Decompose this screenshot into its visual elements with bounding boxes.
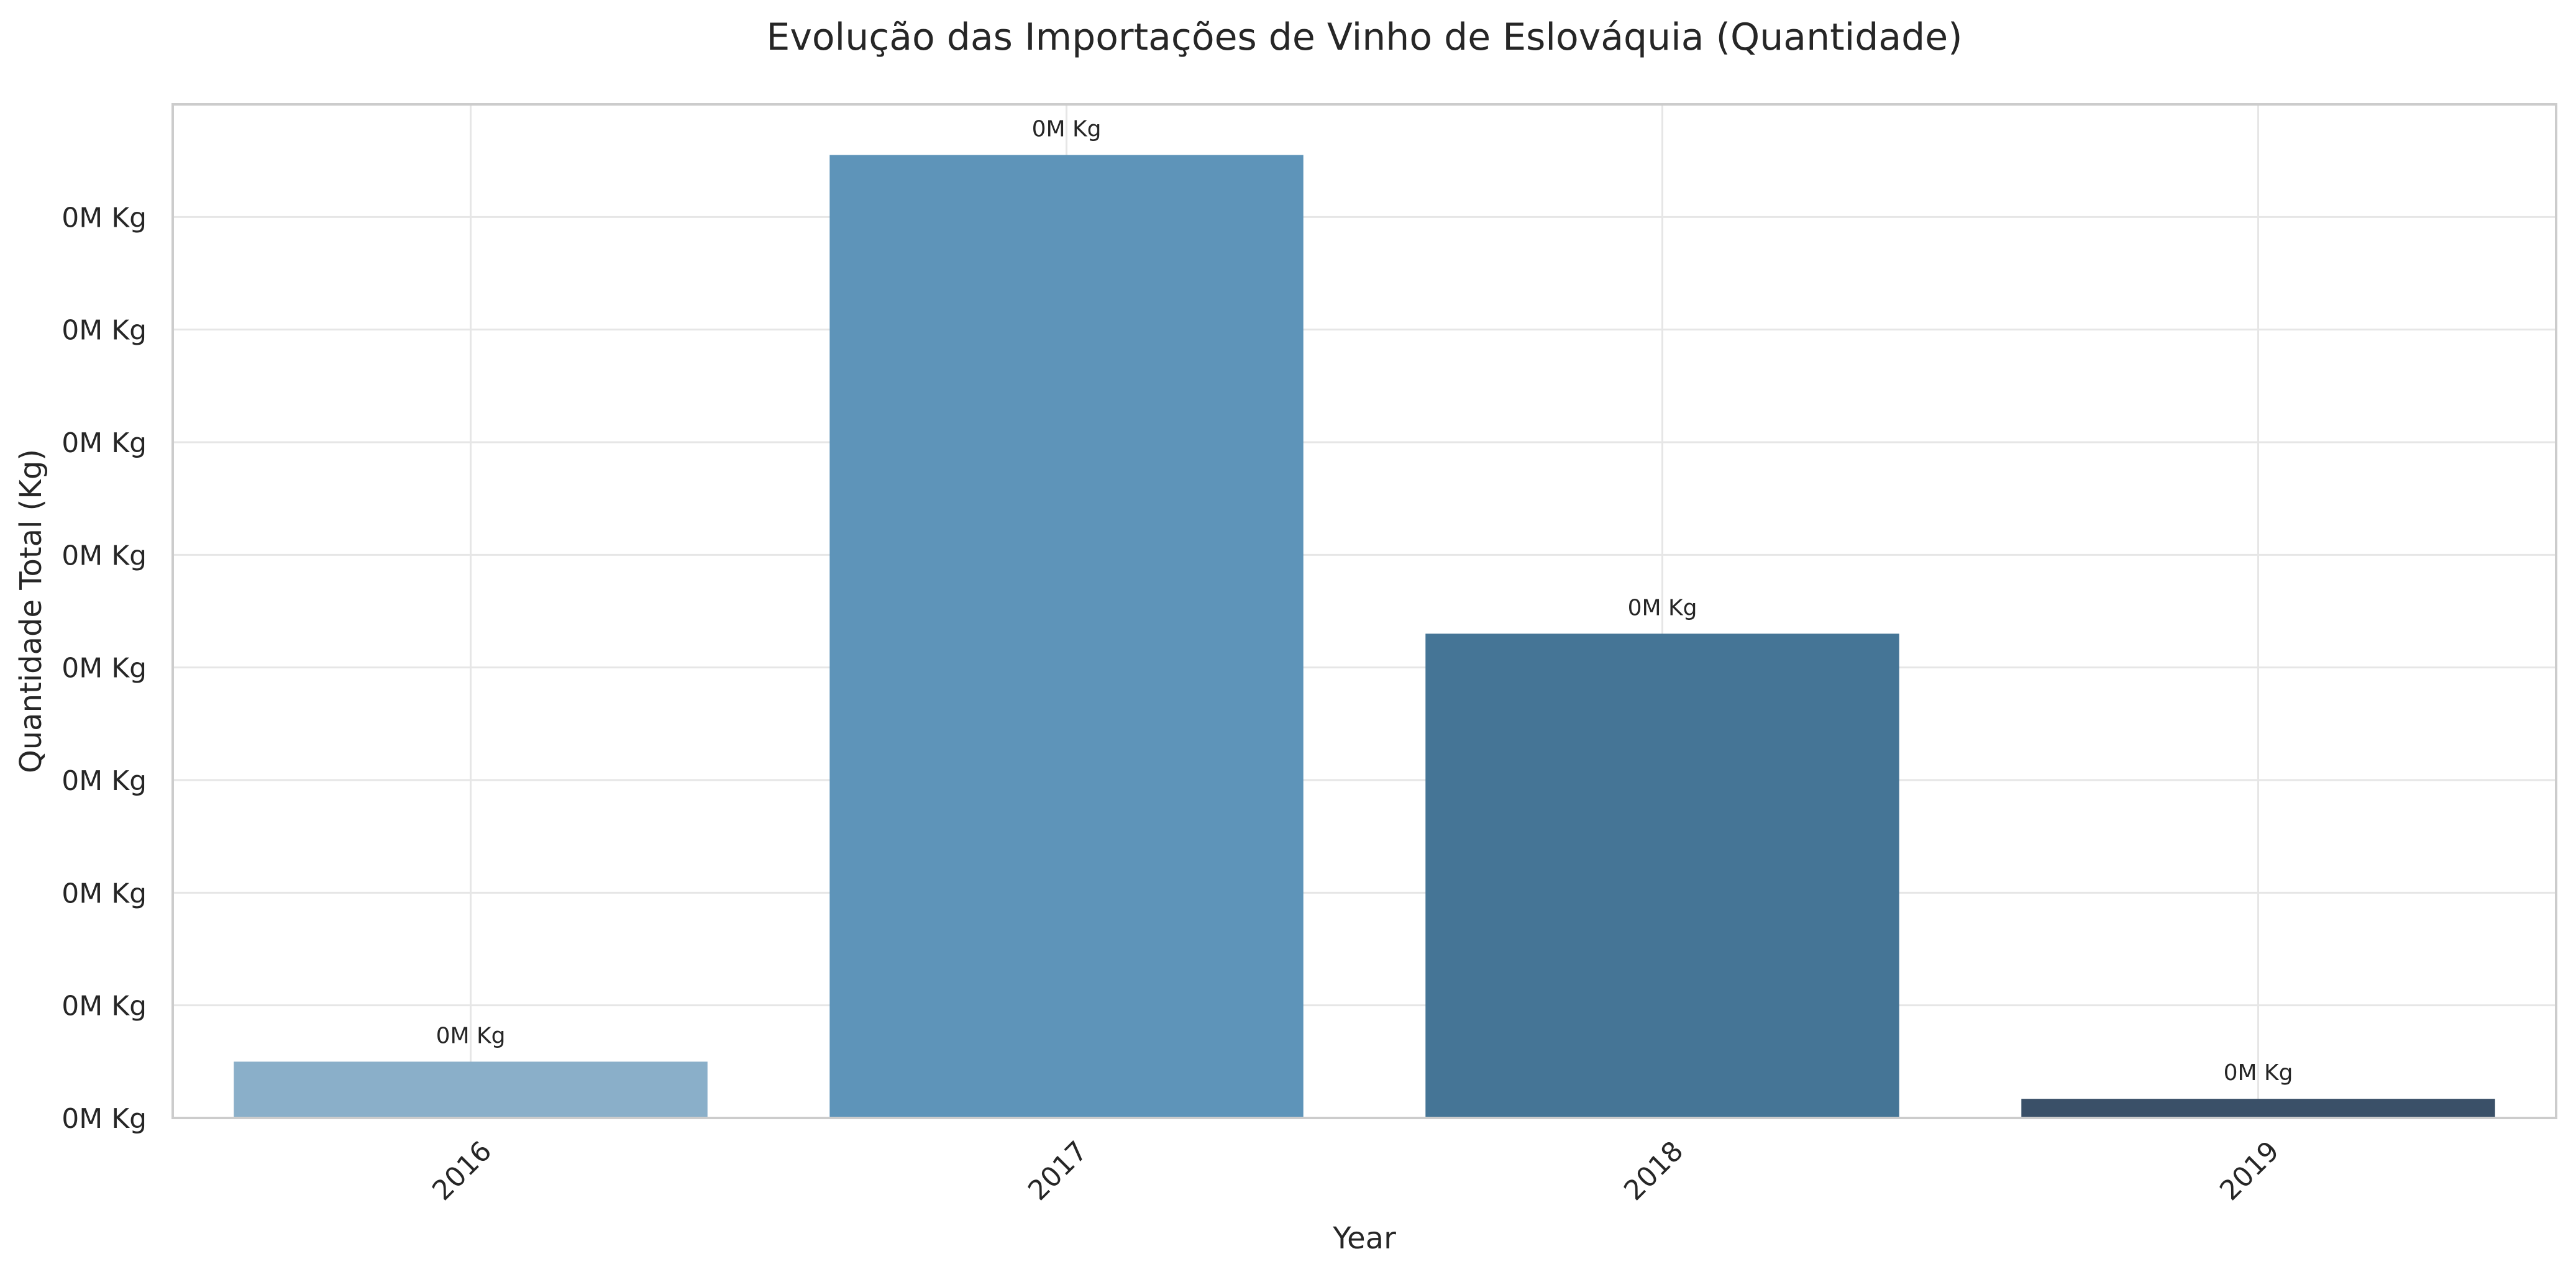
y-tick-label: 0M Kg	[62, 765, 147, 797]
x-axis-ticks: 2016 2017 2018 2019	[426, 1135, 2285, 1207]
x-tick-label-2016: 2016	[426, 1135, 498, 1207]
chart-title: Evolução das Importações de Vinho de Esl…	[766, 16, 1962, 59]
bars	[234, 155, 2495, 1119]
y-tick-label: 0M Kg	[62, 202, 147, 234]
y-tick-label: 0M Kg	[62, 991, 147, 1022]
plot-frame	[171, 103, 2557, 1119]
bar-2017	[829, 155, 1304, 1119]
y-axis-label: Quantidade Total (Kg)	[14, 449, 48, 773]
bar-2019	[2021, 1099, 2495, 1118]
x-axis-label: Year	[1332, 1221, 1396, 1256]
grid	[173, 104, 2556, 1119]
bar-2016	[234, 1061, 708, 1118]
y-tick-label: 0M Kg	[62, 540, 147, 571]
y-axis-ticks: 0M Kg 0M Kg 0M Kg 0M Kg 0M Kg 0M Kg 0M Kg 0M Kg…	[62, 202, 147, 1135]
y-tick-label: 0M Kg	[62, 315, 147, 347]
data-label-2018: 0M Kg	[1628, 595, 1697, 620]
data-label-2017: 0M Kg	[1032, 117, 1102, 142]
y-tick-label: 0M Kg	[62, 653, 147, 684]
y-tick-label: 0M Kg	[62, 427, 147, 459]
x-tick-label-2017: 2017	[1022, 1135, 1094, 1207]
x-tick-label-2019: 2019	[2214, 1135, 2285, 1207]
data-label-2016: 0M Kg	[436, 1023, 506, 1048]
y-tick-label: 0M Kg	[62, 1103, 147, 1135]
data-label-2019: 0M Kg	[2224, 1060, 2293, 1086]
y-tick-label: 0M Kg	[62, 878, 147, 909]
data-labels: 0M Kg 0M Kg 0M Kg 0M Kg	[436, 117, 2293, 1086]
bar-2018	[1425, 634, 1899, 1118]
x-tick-label-2018: 2018	[1618, 1135, 1689, 1207]
